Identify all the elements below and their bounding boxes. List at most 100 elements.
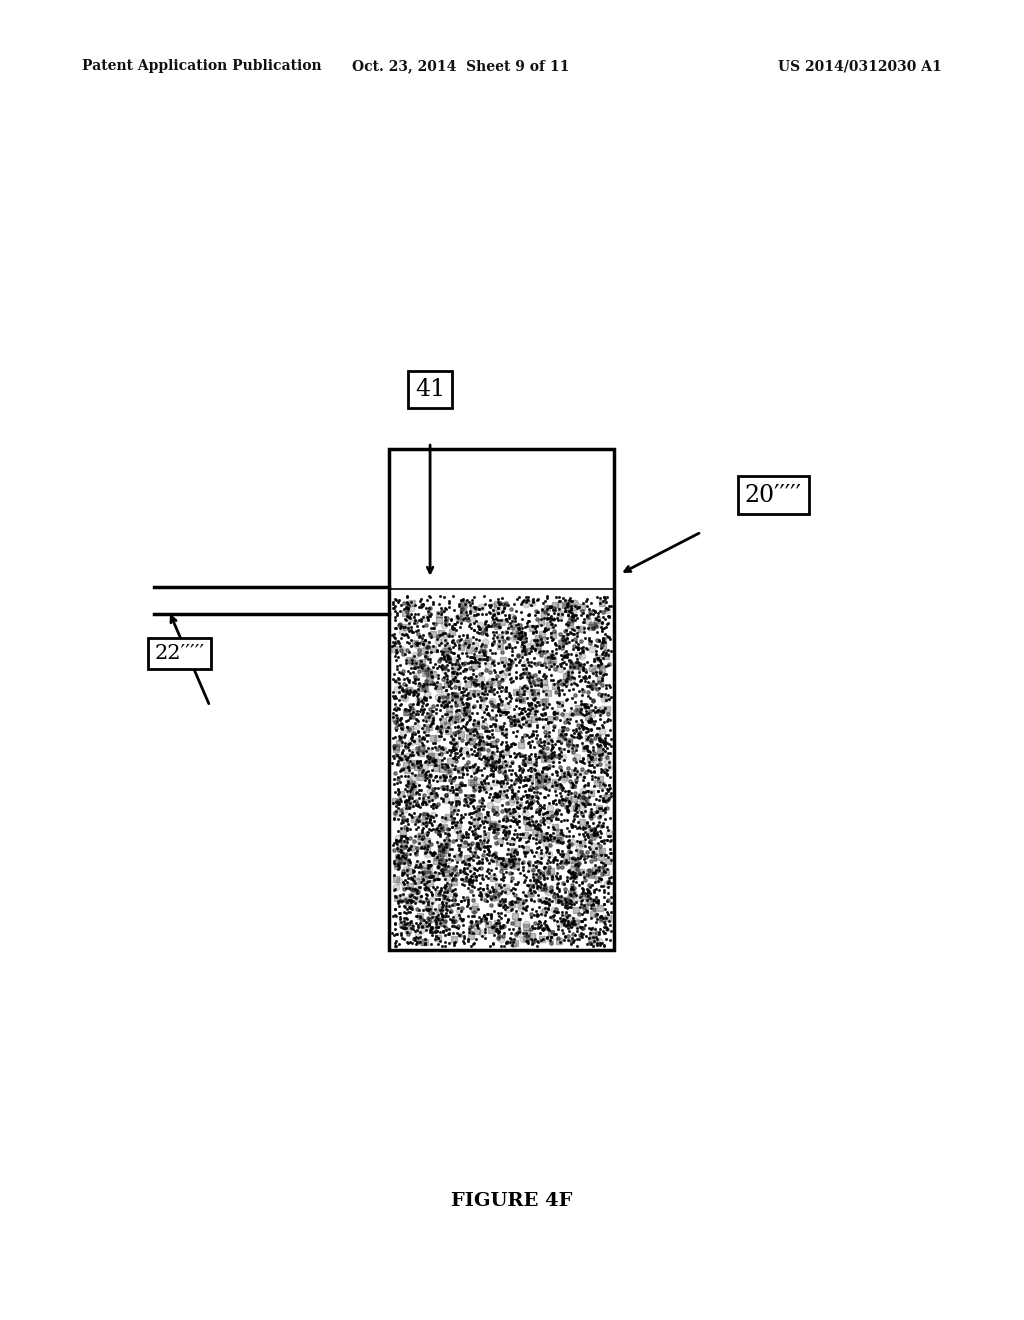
Point <box>498 742 514 763</box>
Point <box>496 722 512 743</box>
Point <box>499 627 515 648</box>
Point <box>512 828 528 849</box>
Point <box>422 747 438 768</box>
Point <box>394 624 411 645</box>
Point <box>539 598 555 619</box>
Point <box>483 694 500 715</box>
Point <box>480 858 497 879</box>
Point <box>572 832 589 853</box>
Point <box>522 680 539 701</box>
Point <box>431 678 447 700</box>
Point <box>414 793 430 814</box>
Point <box>560 917 577 939</box>
Point <box>498 824 514 845</box>
Point <box>543 861 559 882</box>
Point <box>441 895 458 916</box>
Point <box>488 665 505 686</box>
Point <box>526 639 543 660</box>
Point <box>564 668 581 689</box>
Point <box>443 755 460 776</box>
Point <box>594 635 610 656</box>
Point <box>434 754 451 775</box>
Point <box>587 767 603 788</box>
Point <box>595 875 611 896</box>
Point <box>537 857 553 878</box>
Point <box>438 766 455 787</box>
Point <box>419 859 435 880</box>
Point <box>548 775 564 796</box>
Point <box>493 680 509 701</box>
Point <box>535 812 551 833</box>
Point <box>477 632 494 653</box>
Point <box>471 696 487 717</box>
Point <box>391 694 408 715</box>
Point <box>601 788 617 809</box>
Point <box>387 632 403 653</box>
Point <box>532 878 549 899</box>
Point <box>569 917 586 939</box>
Point <box>475 845 492 866</box>
Point <box>551 638 567 659</box>
Point <box>561 601 578 622</box>
Point <box>549 883 565 904</box>
Point <box>563 697 580 718</box>
Point <box>404 651 421 672</box>
Point <box>562 912 579 933</box>
Point <box>522 792 539 813</box>
Point <box>580 846 596 867</box>
Point <box>408 783 424 804</box>
Point <box>467 758 483 779</box>
Point <box>452 739 468 760</box>
Point <box>421 870 437 891</box>
Point <box>395 722 412 743</box>
Point <box>444 682 461 704</box>
Point <box>555 825 571 846</box>
Point <box>536 605 552 626</box>
Point <box>593 845 609 866</box>
Point <box>437 630 454 651</box>
Point <box>422 764 438 785</box>
Point <box>549 656 565 677</box>
Point <box>447 767 464 788</box>
Point <box>463 771 479 792</box>
Point <box>463 869 479 890</box>
Point <box>519 895 536 916</box>
Point <box>581 836 597 857</box>
Point <box>603 729 620 750</box>
Point <box>558 890 574 911</box>
Point <box>508 726 524 747</box>
Point <box>473 771 489 792</box>
Point <box>513 788 529 809</box>
Point <box>421 841 437 862</box>
Point <box>495 677 511 698</box>
Point <box>579 780 595 801</box>
Point <box>386 880 402 902</box>
Point <box>485 766 502 787</box>
Point <box>459 759 475 780</box>
Point <box>595 664 611 685</box>
Point <box>401 607 418 628</box>
Point <box>412 752 428 774</box>
Point <box>595 602 611 623</box>
Point <box>598 710 614 731</box>
Point <box>578 883 594 904</box>
Point <box>411 689 427 710</box>
Point <box>537 803 553 824</box>
Point <box>461 640 477 661</box>
Point <box>432 700 449 721</box>
Point <box>538 902 554 923</box>
Point <box>445 656 462 677</box>
Point <box>579 788 595 809</box>
Point <box>486 605 503 626</box>
Point <box>422 783 438 804</box>
Point <box>451 747 467 768</box>
Point <box>492 746 508 767</box>
Point <box>472 730 488 751</box>
Point <box>553 851 569 873</box>
Point <box>466 906 482 927</box>
Point <box>476 677 493 698</box>
Point <box>594 612 610 634</box>
Point <box>565 883 582 904</box>
Point <box>529 609 546 630</box>
Point <box>413 690 429 711</box>
